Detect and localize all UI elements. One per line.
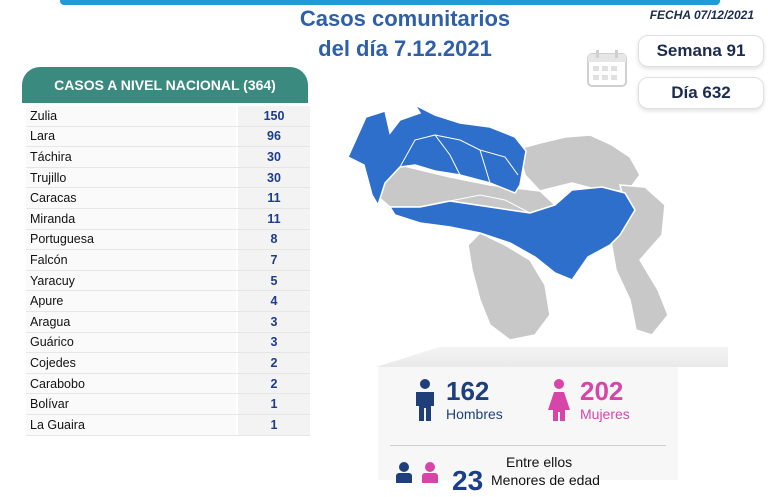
- table-header: CASOS A NIVEL NACIONAL (364): [22, 67, 308, 103]
- table-row: Caracas 11: [26, 188, 310, 209]
- title-line-2: del día 7.12.2021: [318, 36, 492, 61]
- table-row: Bolívar 1: [26, 394, 310, 415]
- table-row: Táchira 30: [26, 147, 310, 168]
- women-stat: 202 Mujeres: [546, 377, 630, 423]
- state-name: Caracas: [26, 188, 236, 208]
- state-name: Miranda: [26, 208, 236, 229]
- case-count: 11: [236, 188, 310, 208]
- state-name: Cojedes: [26, 353, 236, 373]
- table-row: Aragua 3: [26, 311, 310, 333]
- state-name: Apure: [26, 291, 236, 311]
- table-row: Portuguesa 8: [26, 229, 310, 251]
- case-count: 1: [236, 414, 310, 435]
- table-row: Apure 4: [26, 291, 310, 312]
- state-name: Yaracuy: [26, 270, 236, 291]
- title-line-1: Casos comunitarios: [299, 6, 511, 31]
- map-state-borders: [399, 134, 531, 214]
- table-row: Trujillo 30: [26, 167, 310, 189]
- case-count: 3: [236, 311, 310, 332]
- state-name: Aragua: [26, 311, 236, 332]
- day-counter: Día 632: [638, 77, 764, 109]
- women-count: 202: [580, 376, 624, 406]
- case-count: 1: [236, 394, 310, 414]
- venezuela-map: [347, 103, 669, 341]
- calendar-icon: [587, 50, 627, 87]
- case-count: 30: [236, 147, 310, 167]
- case-count: 3: [236, 332, 310, 353]
- table-row: Yaracuy 5: [26, 270, 310, 292]
- table-row: Cojedes 2: [26, 353, 310, 374]
- table-row: Zulia 150: [26, 106, 310, 127]
- map-region-gray-south: [467, 232, 551, 341]
- state-name: Lara: [26, 126, 236, 147]
- state-name: Zulia: [26, 106, 236, 126]
- minors-count: 23: [452, 465, 484, 496]
- state-name: La Guaira: [26, 414, 236, 435]
- minors-label: Menores de edad: [491, 472, 600, 488]
- stats-panel-top: [376, 347, 728, 367]
- case-count: 5: [236, 270, 310, 291]
- case-count: 8: [236, 229, 310, 250]
- case-count: 7: [236, 250, 310, 270]
- state-name: Táchira: [26, 147, 236, 167]
- state-name: Guárico: [26, 332, 236, 353]
- men-label: Hombres: [446, 406, 503, 422]
- case-count: 150: [236, 106, 310, 126]
- state-name: Trujillo: [26, 167, 236, 188]
- state-name: Carabobo: [26, 373, 236, 394]
- case-count: 96: [236, 126, 310, 147]
- table-row: La Guaira 1: [26, 414, 310, 436]
- table-row: Miranda 11: [26, 208, 310, 230]
- among-label: Entre ellos: [506, 454, 573, 470]
- panel-divider: [390, 445, 666, 446]
- week-counter: Semana 91: [638, 35, 764, 67]
- top-accent-bar: [60, 0, 720, 5]
- page-title: Casos comunitarios del día 7.12.2021: [250, 4, 560, 64]
- table-row: Carabobo 2: [26, 373, 310, 395]
- table-row: Lara 96: [26, 126, 310, 148]
- case-count: 11: [236, 208, 310, 229]
- case-count: 4: [236, 291, 310, 311]
- state-name: Bolívar: [26, 394, 236, 414]
- map-region-gray-east: [517, 134, 641, 192]
- case-count: 2: [236, 373, 310, 394]
- cases-table: Zulia 150 Lara 96 Táchira 30 Trujillo 30 Caracas…: [26, 106, 310, 436]
- stats-panel: 162 Hombres 202 Mujeres Entre ellos 23 M…: [378, 367, 678, 496]
- men-stat: 162 Hombres: [412, 377, 503, 423]
- table-row: Falcón 7: [26, 250, 310, 271]
- woman-icon: [548, 379, 570, 421]
- case-count: 2: [236, 353, 310, 373]
- case-count: 30: [236, 167, 310, 188]
- state-name: Portuguesa: [26, 229, 236, 250]
- men-count: 162: [446, 376, 490, 406]
- map-region-highlighted: [347, 103, 636, 281]
- state-name: Falcón: [26, 250, 236, 270]
- man-icon: [416, 379, 434, 421]
- report-date: FECHA 07/12/2021: [649, 8, 754, 22]
- women-label: Mujeres: [580, 406, 630, 422]
- table-row: Guárico 3: [26, 332, 310, 354]
